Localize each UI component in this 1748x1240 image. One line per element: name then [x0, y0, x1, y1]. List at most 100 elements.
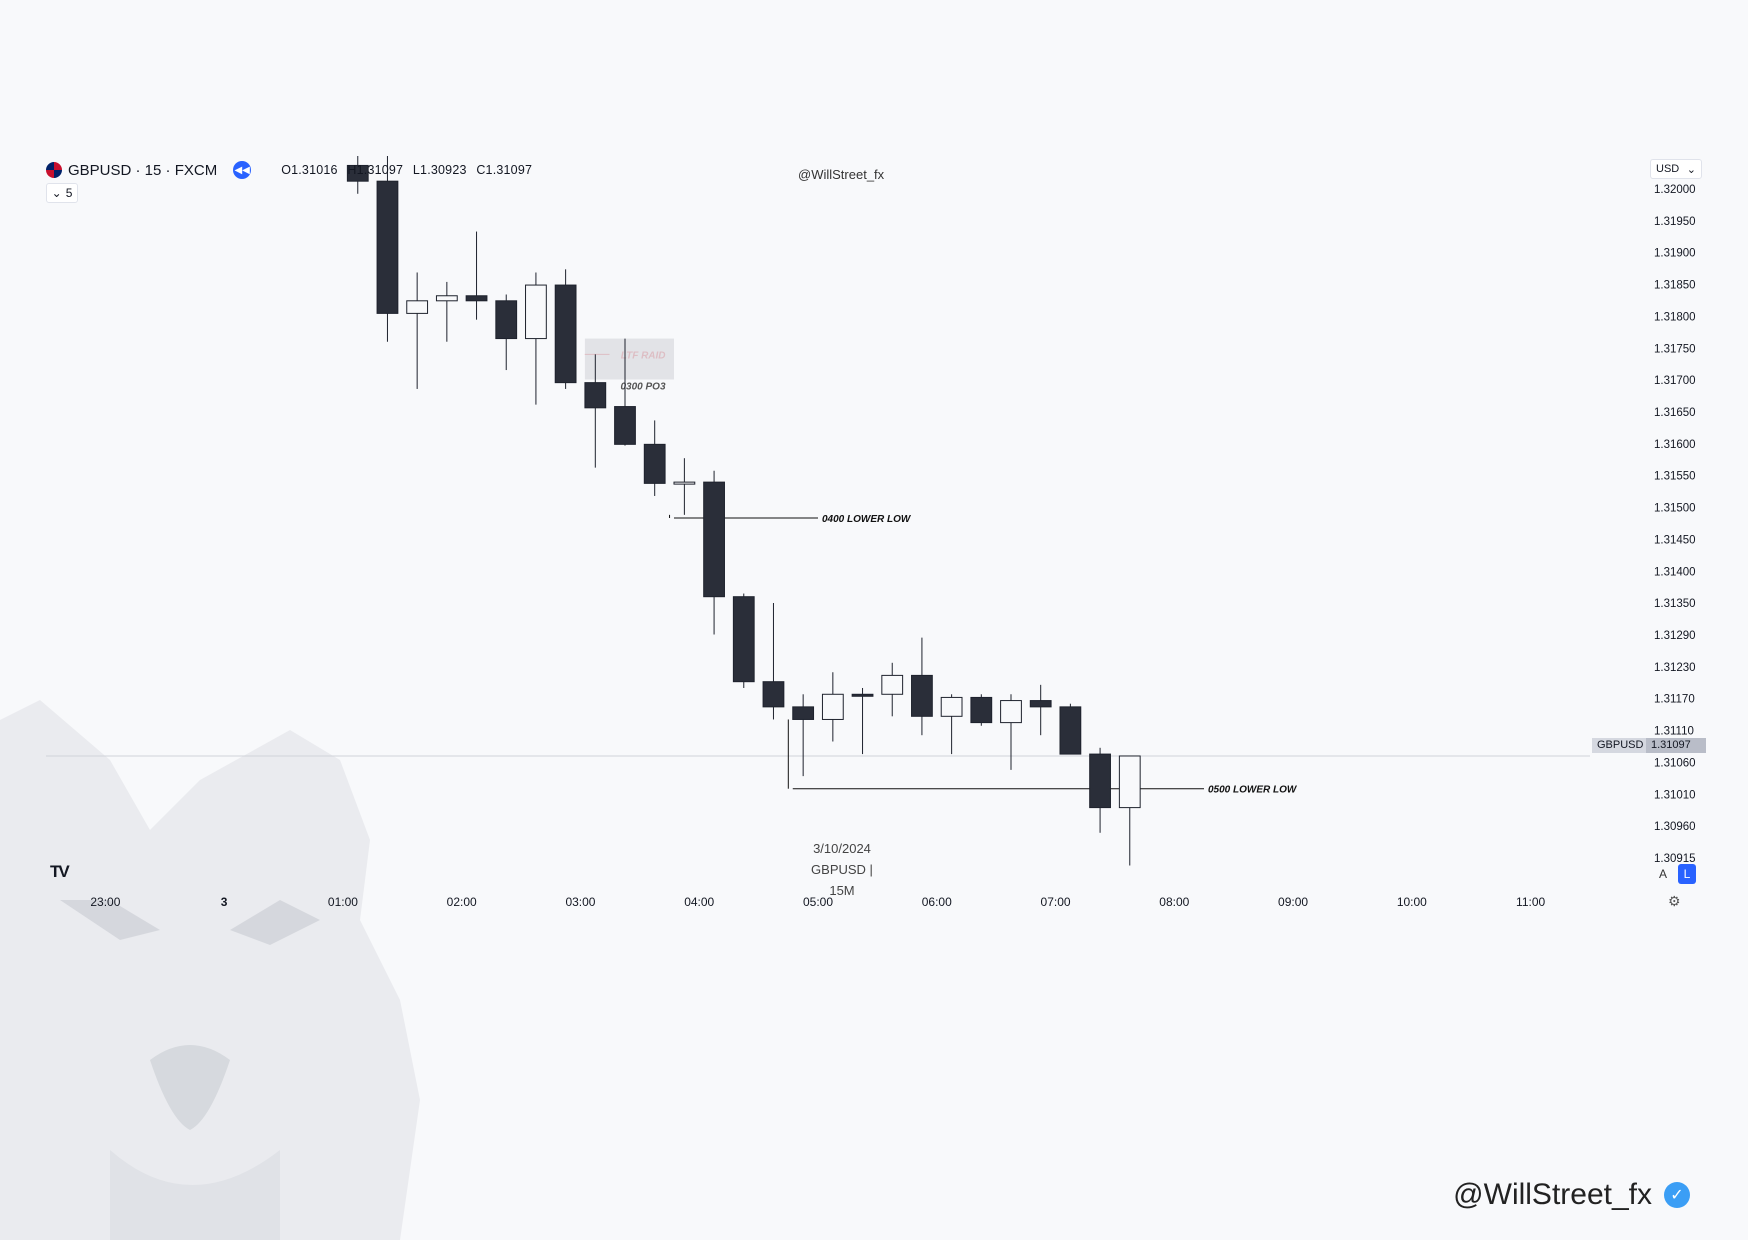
price-axis[interactable]: 1.32000 1.31950 1.31900 1.31850 1.31800 1.317… — [1654, 184, 1696, 865]
candle-body — [1029, 700, 1052, 708]
price-axis-label: 1.31290 — [1654, 630, 1696, 642]
candle-body — [673, 481, 696, 485]
time-axis-label: 11:00 — [1516, 895, 1545, 909]
candle-body — [525, 284, 547, 340]
annotation-label: 0400 LOWER LOW — [822, 514, 912, 525]
price-axis-label: 1.31800 — [1654, 311, 1696, 323]
price-axis-label: 1.31900 — [1654, 248, 1696, 260]
annotation-box — [584, 338, 674, 380]
candle-body — [703, 481, 725, 598]
author-signature: @WillStreet_fx ✓ — [1453, 1178, 1690, 1212]
price-axis-label: 1.31060 — [1654, 757, 1696, 769]
candle-body — [732, 596, 755, 683]
candle-body — [851, 693, 874, 697]
price-axis-label: 1.30915 — [1654, 853, 1696, 865]
wolf-watermark-icon — [0, 700, 420, 1240]
signature-text: @WillStreet_fx — [1453, 1178, 1652, 1211]
candle-body — [435, 295, 458, 302]
time-axis-label: 3 — [221, 895, 228, 909]
flag-icon — [46, 162, 62, 178]
candle-body — [346, 164, 369, 182]
auto-scale-button[interactable]: A — [1658, 867, 1667, 881]
chart-caption: 3/10/2024 GBPUSD | 15M — [800, 838, 884, 901]
annotation-label: 0500 LOWER LOW — [1208, 785, 1298, 796]
close-value: C1.31097 — [476, 163, 533, 177]
time-axis-label: 02:00 — [447, 895, 477, 909]
price-axis-label: 1.31650 — [1654, 407, 1696, 419]
candle-body — [940, 696, 963, 717]
price-axis-label: 1.31110 — [1654, 726, 1694, 738]
candle-body — [970, 696, 993, 724]
price-axis-label: 1.31170 — [1654, 694, 1695, 706]
ohlc-values: O1.31016 H1.31097 L1.30923 C1.31097 — [281, 163, 538, 177]
price-axis-label: 1.31400 — [1654, 566, 1696, 578]
verified-icon: ✓ — [1664, 1182, 1690, 1208]
candle-body — [376, 180, 399, 314]
symbol-label[interactable]: GBPUSD · 15 · FXCM — [68, 161, 218, 179]
time-axis-label: 03:00 — [565, 895, 595, 909]
candle-body — [1000, 700, 1022, 724]
chart-watermark: @WillStreet_fx — [798, 167, 885, 182]
low-value: L1.30923 — [412, 163, 467, 177]
candle-body — [495, 300, 518, 340]
candle-body — [1059, 706, 1082, 755]
open-value: O1.31016 — [281, 163, 338, 177]
time-axis-label: 04:00 — [684, 895, 714, 909]
time-axis-label: 09:00 — [1278, 895, 1308, 909]
time-axis-label: 06:00 — [922, 895, 952, 909]
candle-body — [821, 693, 844, 720]
time-axis-label: 23:00 — [90, 895, 120, 909]
annotation-label: 0300 PO3 — [620, 381, 665, 392]
price-axis-label: 1.31600 — [1654, 439, 1696, 451]
candle-body — [614, 406, 636, 445]
log-scale-button[interactable]: L — [1678, 864, 1696, 884]
price-axis-label: 1.31850 — [1654, 280, 1696, 292]
time-axis-label: 01:00 — [328, 895, 358, 909]
time-axis-label: 10:00 — [1397, 895, 1427, 909]
price-axis-label: 1.31350 — [1654, 598, 1696, 610]
caption-symbol: GBPUSD | 15M — [811, 862, 873, 898]
gear-icon[interactable]: ⚙ — [1668, 893, 1681, 909]
replay-icon[interactable]: ◀◀ — [233, 161, 252, 179]
candle-body — [584, 382, 607, 409]
price-axis-label: 1.31550 — [1654, 471, 1696, 483]
candle-body — [406, 300, 429, 314]
price-axis-label: 1.30960 — [1654, 821, 1696, 833]
candles-layer — [346, 156, 1141, 866]
candle-body — [1118, 755, 1141, 809]
caption-date: 3/10/2024 — [813, 841, 871, 856]
currency-value: USD — [1656, 163, 1680, 175]
chart-legend[interactable]: GBPUSD · 15 · FXCM ◀◀ O1.31016 H1.31097 … — [46, 160, 538, 180]
price-tag-symbol: GBPUSD — [1592, 738, 1646, 753]
time-axis-label: 07:00 — [1041, 895, 1071, 909]
high-value: H1.31097 — [347, 163, 404, 177]
price-axis-label: 1.31450 — [1654, 534, 1696, 546]
price-tag-value: 1.31097 — [1646, 738, 1706, 753]
candle-body — [1089, 753, 1111, 809]
price-axis-label: 1.31750 — [1654, 343, 1696, 355]
indicator-count: 5 — [65, 186, 73, 200]
candle-body — [554, 284, 577, 384]
candle-body — [643, 443, 666, 484]
candle-body — [881, 674, 904, 695]
price-axis-label: 1.31950 — [1654, 216, 1696, 228]
price-axis-label: 1.31010 — [1654, 789, 1696, 801]
price-axis-label: 1.31230 — [1654, 662, 1696, 674]
indicators-toggle-button[interactable]: ⌄ 5 — [46, 183, 78, 203]
candle-body — [465, 295, 488, 302]
candle-body — [762, 681, 785, 708]
price-axis-label: 1.32000 — [1654, 184, 1696, 196]
time-axis-label: 05:00 — [803, 895, 833, 909]
currency-select[interactable]: USD ⌄ — [1650, 159, 1702, 179]
time-axis-label: 08:00 — [1159, 895, 1189, 909]
candle-body — [792, 706, 815, 720]
candle-body — [911, 674, 933, 717]
tradingview-logo-icon[interactable]: TV — [50, 862, 70, 881]
price-axis-label: 1.31700 — [1654, 375, 1696, 387]
price-axis-label: 1.31500 — [1654, 503, 1696, 515]
chevron-down-icon: ⌄ — [51, 186, 62, 200]
time-axis[interactable]: 23:00 3 01:00 02:00 03:00 04:00 05:00 06:00 07:0… — [90, 895, 1545, 909]
chevron-down-icon: ⌄ — [1686, 163, 1696, 176]
